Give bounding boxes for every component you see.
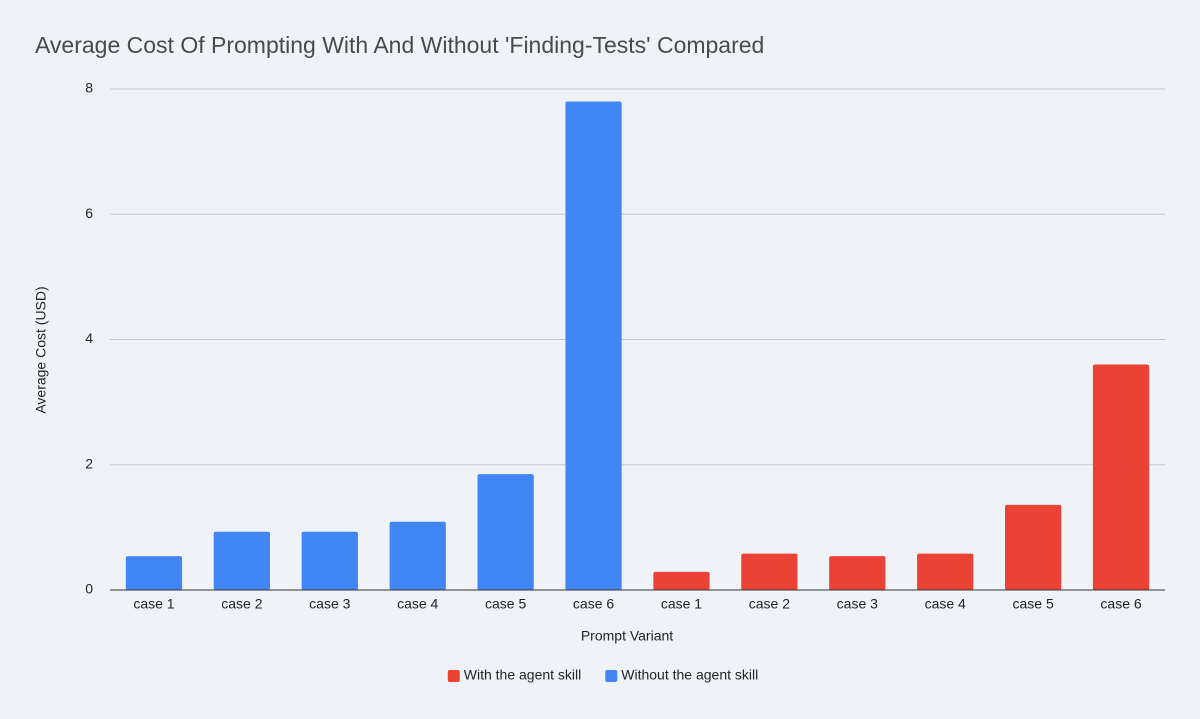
legend-swatch (605, 670, 618, 682)
bar (301, 531, 358, 590)
legend-label: With the agent skill (464, 667, 582, 683)
x-tick-label: case 1 (661, 596, 702, 612)
bar (653, 571, 710, 590)
y-tick-label: 2 (85, 455, 93, 471)
bar (917, 553, 974, 590)
legend-swatch (447, 670, 460, 682)
x-tick-label: case 4 (925, 596, 966, 612)
bar (213, 531, 271, 590)
bar (125, 556, 183, 590)
y-tick-label: 8 (85, 80, 93, 96)
y-tick-label: 4 (85, 330, 93, 346)
x-tick-label: case 3 (309, 596, 350, 612)
x-tick-label: case 1 (133, 596, 174, 612)
bar (565, 101, 622, 591)
x-tick-label: case 6 (1100, 596, 1141, 612)
bar (1004, 504, 1062, 590)
bar (829, 556, 886, 590)
y-tick-label: 0 (85, 581, 93, 597)
bar (1092, 364, 1150, 590)
y-tick-label: 6 (85, 205, 93, 221)
bar (741, 553, 798, 590)
x-tick-label: case 6 (573, 596, 614, 612)
x-tick-label: case 2 (221, 596, 262, 612)
x-tick-label: case 5 (1013, 596, 1054, 612)
x-tick-label: case 3 (837, 596, 878, 612)
bar (389, 521, 446, 590)
y-axis-label: Average Cost (USD) (33, 286, 49, 413)
x-tick-label: case 5 (485, 596, 526, 612)
bar (477, 474, 534, 590)
chart-title: Average Cost Of Prompting With And Witho… (35, 32, 764, 58)
x-axis-label: Prompt Variant (581, 628, 673, 644)
x-tick-label: case 4 (397, 596, 438, 612)
legend-label: Without the agent skill (621, 667, 758, 683)
x-tick-label: case 2 (749, 596, 790, 612)
